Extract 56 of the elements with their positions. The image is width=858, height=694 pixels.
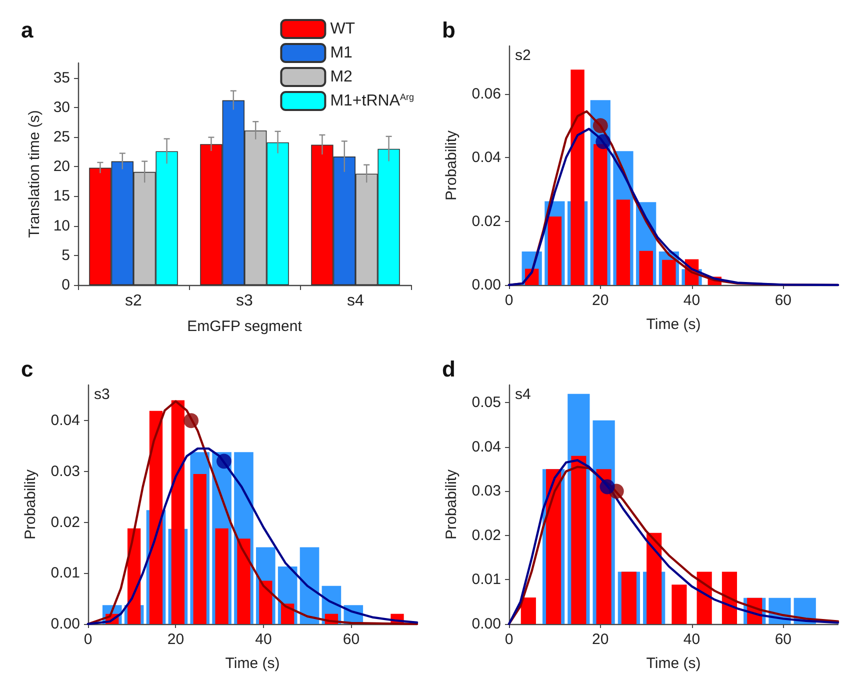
x-tick-label: 40 [683, 292, 700, 309]
y-tick-label: 20 [53, 158, 70, 176]
y-tick-label: 0.05 [472, 394, 501, 412]
annotation: s4 [515, 386, 531, 403]
x-tick-label: s3 [236, 292, 254, 310]
legend-label: M1 [330, 44, 353, 62]
x-tick-label: 20 [167, 631, 184, 648]
x-tick-label: 0 [84, 631, 92, 648]
y-tick-label: 0 [62, 276, 70, 294]
y-tick-label: 0.02 [472, 212, 501, 230]
y-tick-label: 0.00 [472, 276, 501, 294]
x-tick-label: 0 [504, 631, 514, 648]
y-tick-label: 0.04 [50, 412, 80, 430]
y-tick-label: 0.04 [472, 149, 501, 166]
y-tick-label: 25 [53, 128, 70, 146]
y-tick-label: 0.03 [50, 462, 80, 480]
x-tick-label: 60 [774, 292, 792, 309]
y-axis-title: Translation time (s) [26, 110, 43, 238]
y-tick-label: 0.04 [472, 438, 501, 456]
x-tick-label: 0 [504, 292, 514, 309]
legend-label: WT [330, 20, 356, 38]
y-axis-title: Probability [22, 468, 39, 540]
annotation: s2 [515, 47, 531, 64]
y-tick-label: 35 [53, 69, 70, 86]
y-tick-label: 0.02 [472, 526, 501, 544]
y-tick-label: 0.00 [50, 616, 80, 632]
x-axis-title: Time (s) [225, 655, 280, 672]
chart-title: b [442, 18, 456, 42]
x-tick-label: s4 [347, 292, 364, 310]
y-axis-title: Probability [443, 130, 460, 201]
y-tick-label: 0.01 [50, 564, 80, 582]
x-tick-label: 40 [683, 631, 700, 648]
chart-title: d [442, 356, 456, 382]
chart-title: c [21, 356, 34, 382]
x-tick-label: 60 [774, 631, 792, 648]
y-tick-label: 10 [53, 217, 70, 234]
annotation: s3 [94, 386, 110, 403]
y-tick-label: 0.06 [472, 85, 501, 102]
x-axis-title: Time (s) [646, 316, 701, 333]
y-tick-label: 0.02 [50, 514, 80, 531]
y-tick-label: 0.03 [472, 482, 501, 500]
y-tick-label: 0.01 [472, 571, 501, 588]
y-tick-label: 0.00 [472, 616, 501, 632]
x-tick-label: 40 [255, 631, 272, 648]
legend-label: M2 [330, 68, 353, 86]
y-tick-label: 5 [62, 246, 70, 264]
y-tick-label: 15 [53, 188, 70, 205]
x-axis-title: Time (s) [646, 655, 701, 672]
x-tick-label: 20 [592, 292, 609, 309]
x-axis-title: EmGFP segment [187, 318, 303, 335]
x-tick-label: s2 [125, 292, 142, 310]
x-tick-label: 60 [342, 631, 360, 648]
chart-title: a [21, 18, 34, 42]
x-tick-label: 20 [592, 631, 609, 648]
y-tick-label: 30 [53, 98, 70, 116]
y-axis-title: Probability [443, 468, 460, 540]
